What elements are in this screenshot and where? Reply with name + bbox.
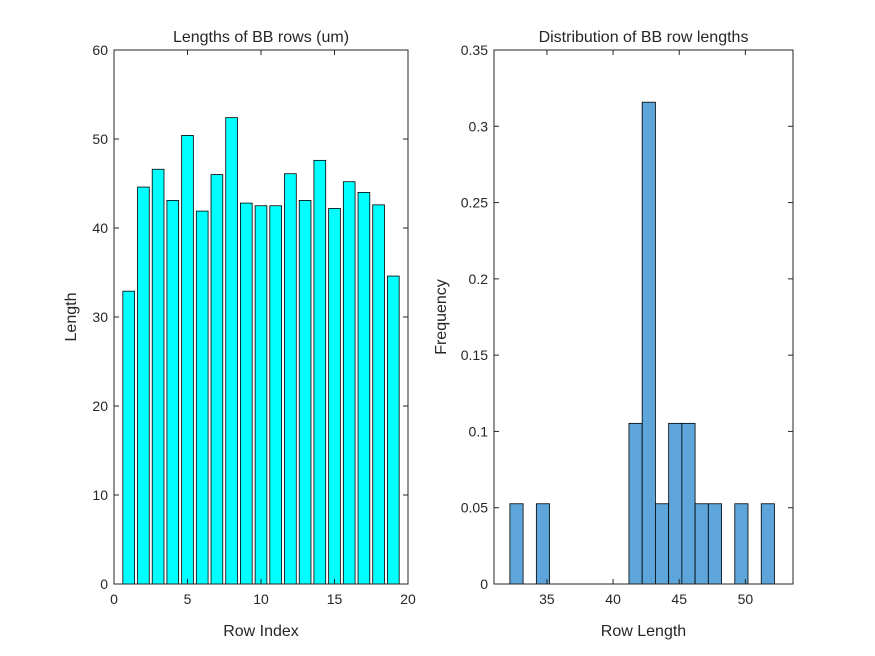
y-tick-label: 0.3 — [469, 118, 489, 134]
histogram-bar — [681, 422, 696, 585]
y-tick-label: 0 — [480, 576, 488, 592]
bar — [254, 205, 268, 585]
bar — [372, 204, 385, 585]
axes-frame — [493, 49, 794, 585]
bar — [240, 202, 253, 585]
bar — [166, 200, 180, 585]
x-tick-label: 45 — [671, 591, 687, 607]
y-tick-label: 50 — [92, 131, 108, 147]
bar — [298, 200, 312, 585]
bar — [313, 159, 327, 585]
bar — [328, 208, 341, 585]
y-tick-label: 0 — [100, 576, 108, 592]
x-tick-label: 0 — [110, 591, 118, 607]
histogram-bar — [694, 503, 709, 585]
y-tick-label: 10 — [92, 487, 108, 503]
histogram-bar — [655, 503, 670, 585]
histogram-bar — [760, 503, 775, 585]
histogram-bar — [734, 503, 749, 585]
chart-title: Distribution of BB row lengths — [539, 29, 749, 46]
bar — [151, 168, 165, 585]
bar — [269, 205, 282, 585]
histogram-bar — [641, 101, 656, 585]
bar — [181, 135, 194, 585]
y-tick-label: 0.05 — [461, 500, 488, 516]
y-tick-label: 0.1 — [469, 423, 489, 439]
y-tick-label: 30 — [92, 309, 108, 325]
histogram-bar — [668, 422, 683, 585]
x-tick-label: 35 — [539, 591, 555, 607]
histogram-bar — [707, 503, 722, 585]
y-tick-label: 0.25 — [461, 195, 488, 211]
x-tick-label: 20 — [400, 591, 416, 607]
bar — [284, 173, 297, 585]
bar — [137, 186, 150, 585]
x-axis-label: Row Index — [223, 623, 299, 640]
x-tick-label: 10 — [253, 591, 269, 607]
x-tick-label: 50 — [738, 591, 754, 607]
y-tick-label: 0.15 — [461, 347, 488, 363]
bar — [387, 275, 400, 585]
x-axis-label: Row Length — [601, 623, 686, 640]
x-tick-label: 15 — [327, 591, 343, 607]
y-tick-label: 0.2 — [469, 271, 489, 287]
histogram-bar — [628, 422, 643, 585]
chart-title: Lengths of BB rows (um) — [173, 29, 349, 46]
right-axes-histogram: 0 0.05 0.1 0.15 0.2 0.25 0.3 0.35 35 40 45 50 Distri… — [433, 29, 794, 640]
bar — [342, 181, 356, 585]
y-tick-label: 60 — [92, 42, 108, 58]
y-axis-label: Frequency — [433, 279, 450, 355]
y-axis-label: Length — [63, 293, 80, 342]
x-tick-label: 5 — [184, 591, 192, 607]
histogram-bar — [535, 503, 550, 585]
x-tick-label: 40 — [605, 591, 621, 607]
bar — [122, 290, 135, 585]
y-tick-label: 20 — [92, 398, 108, 414]
y-tick-label: 40 — [92, 220, 108, 236]
bar — [225, 117, 238, 585]
y-tick-label: 0.35 — [461, 42, 488, 58]
bar — [210, 174, 224, 585]
bar — [195, 210, 209, 585]
bar — [357, 191, 371, 585]
histogram-bar — [509, 503, 524, 585]
left-axes-bar-chart: 0 10 20 30 40 50 60 0 5 10 15 20 Lengths of BB rows … — [63, 29, 416, 640]
